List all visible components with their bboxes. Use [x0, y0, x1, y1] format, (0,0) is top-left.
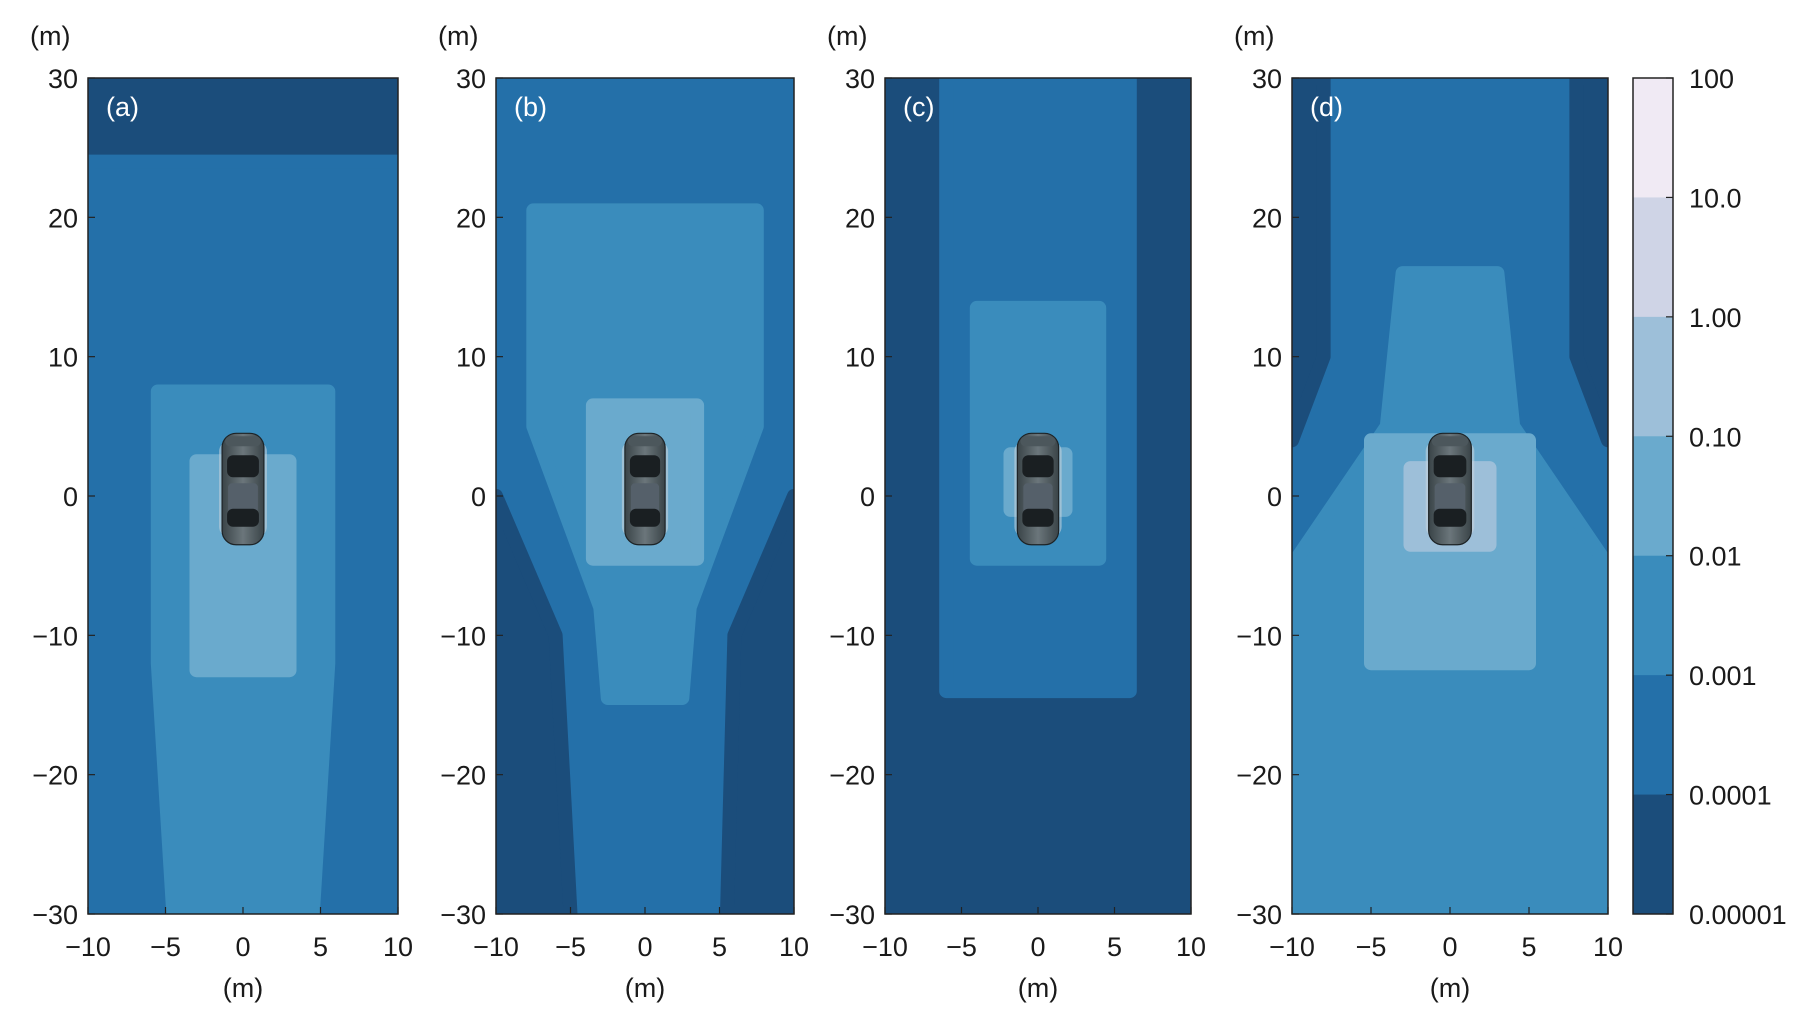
- y-tick-label: 30: [845, 64, 875, 94]
- y-tick-label: −10: [829, 621, 875, 651]
- y-tick-label: 10: [845, 343, 875, 373]
- colorbar-label: 0.01: [1689, 542, 1742, 572]
- y-tick-label: −30: [32, 900, 78, 930]
- y-tick-label: −20: [32, 761, 78, 791]
- panel-label: (b): [514, 92, 547, 122]
- y-tick-label: 30: [1252, 64, 1282, 94]
- car-icon: [1014, 432, 1062, 546]
- y-tick-label: −10: [440, 621, 486, 651]
- y-tick-label: 20: [456, 203, 486, 233]
- colorbar-label: 0.10: [1689, 422, 1742, 452]
- y-tick-label: 0: [471, 482, 486, 512]
- x-axis-unit-label: (m): [223, 973, 263, 1003]
- x-tick-label: 10: [383, 932, 413, 962]
- x-tick-label: 5: [712, 932, 727, 962]
- x-tick-label: −5: [150, 932, 181, 962]
- x-tick-label: −5: [555, 932, 586, 962]
- panel-label: (d): [1310, 92, 1343, 122]
- colorbar-segment: [1633, 555, 1673, 676]
- contour-region-level-0: [1569, 78, 1608, 448]
- y-tick-label: −30: [440, 900, 486, 930]
- panel-label: (a): [106, 92, 139, 122]
- y-tick-label: 20: [1252, 203, 1282, 233]
- x-tick-label: 5: [1107, 932, 1122, 962]
- y-axis-unit-label: (m): [827, 21, 867, 51]
- colorbar-frame: [1632, 77, 1674, 915]
- contour-region-level-0: [720, 489, 794, 914]
- y-axis-unit-label: (m): [1234, 21, 1274, 51]
- panel-label: (c): [903, 92, 934, 122]
- car-icon: [1425, 432, 1475, 546]
- colorbar-segment: [1633, 794, 1673, 915]
- y-tick-label: −20: [1236, 761, 1282, 791]
- y-tick-label: −30: [829, 900, 875, 930]
- colorbar-label: 0.00001: [1689, 900, 1787, 930]
- y-axis-unit-label: (m): [30, 21, 70, 51]
- x-tick-label: −5: [1356, 932, 1387, 962]
- y-tick-label: 20: [845, 203, 875, 233]
- x-tick-label: 10: [1176, 932, 1206, 962]
- x-axis-unit-label: (m): [1430, 973, 1470, 1003]
- y-tick-label: −10: [32, 621, 78, 651]
- x-tick-label: 5: [313, 932, 328, 962]
- colorbar-segment: [1633, 436, 1673, 557]
- y-tick-label: 0: [63, 482, 78, 512]
- x-tick-label: −10: [862, 932, 908, 962]
- x-tick-label: 0: [1030, 932, 1045, 962]
- x-tick-label: −5: [946, 932, 977, 962]
- colorbar-label: 1.00: [1689, 303, 1742, 333]
- colorbar-segment: [1633, 316, 1673, 437]
- contour-region-level-0: [1292, 78, 1331, 448]
- y-tick-label: −30: [1236, 900, 1282, 930]
- colorbar-segment: [1633, 78, 1673, 198]
- x-tick-label: −10: [65, 932, 111, 962]
- x-tick-label: −10: [473, 932, 519, 962]
- y-tick-label: 10: [1252, 343, 1282, 373]
- y-tick-label: 20: [48, 203, 78, 233]
- x-tick-label: 0: [637, 932, 652, 962]
- colorbar-label: 0.001: [1689, 661, 1757, 691]
- y-tick-label: 10: [48, 343, 78, 373]
- x-axis-unit-label: (m): [1018, 973, 1058, 1003]
- colorbar: 100 10.0 1.00 0.10 0.01 0.001 0.0001 0.00001: [1632, 64, 1787, 930]
- y-tick-label: 0: [1267, 482, 1282, 512]
- contour-region-level-0: [496, 489, 578, 914]
- colorbar-label: 100: [1689, 64, 1734, 94]
- x-tick-label: 0: [1442, 932, 1457, 962]
- car-icon: [621, 432, 669, 546]
- y-tick-label: −20: [440, 761, 486, 791]
- y-axis-unit-label: (m): [438, 21, 478, 51]
- y-tick-label: 30: [456, 64, 486, 94]
- colorbar-label: 0.0001: [1689, 781, 1772, 811]
- colorbar-segment: [1633, 675, 1673, 796]
- car-icon: [219, 432, 267, 546]
- x-tick-label: 0: [235, 932, 250, 962]
- y-tick-label: −10: [1236, 621, 1282, 651]
- y-tick-label: −20: [829, 761, 875, 791]
- colorbar-segment: [1633, 197, 1673, 318]
- y-tick-label: 30: [48, 64, 78, 94]
- y-tick-label: 0: [860, 482, 875, 512]
- x-tick-label: −10: [1269, 932, 1315, 962]
- x-tick-label: 10: [1593, 932, 1623, 962]
- x-tick-label: 5: [1521, 932, 1536, 962]
- y-tick-label: 10: [456, 343, 486, 373]
- x-tick-label: 10: [779, 932, 809, 962]
- colorbar-label: 10.0: [1689, 183, 1742, 213]
- x-axis-unit-label: (m): [625, 973, 665, 1003]
